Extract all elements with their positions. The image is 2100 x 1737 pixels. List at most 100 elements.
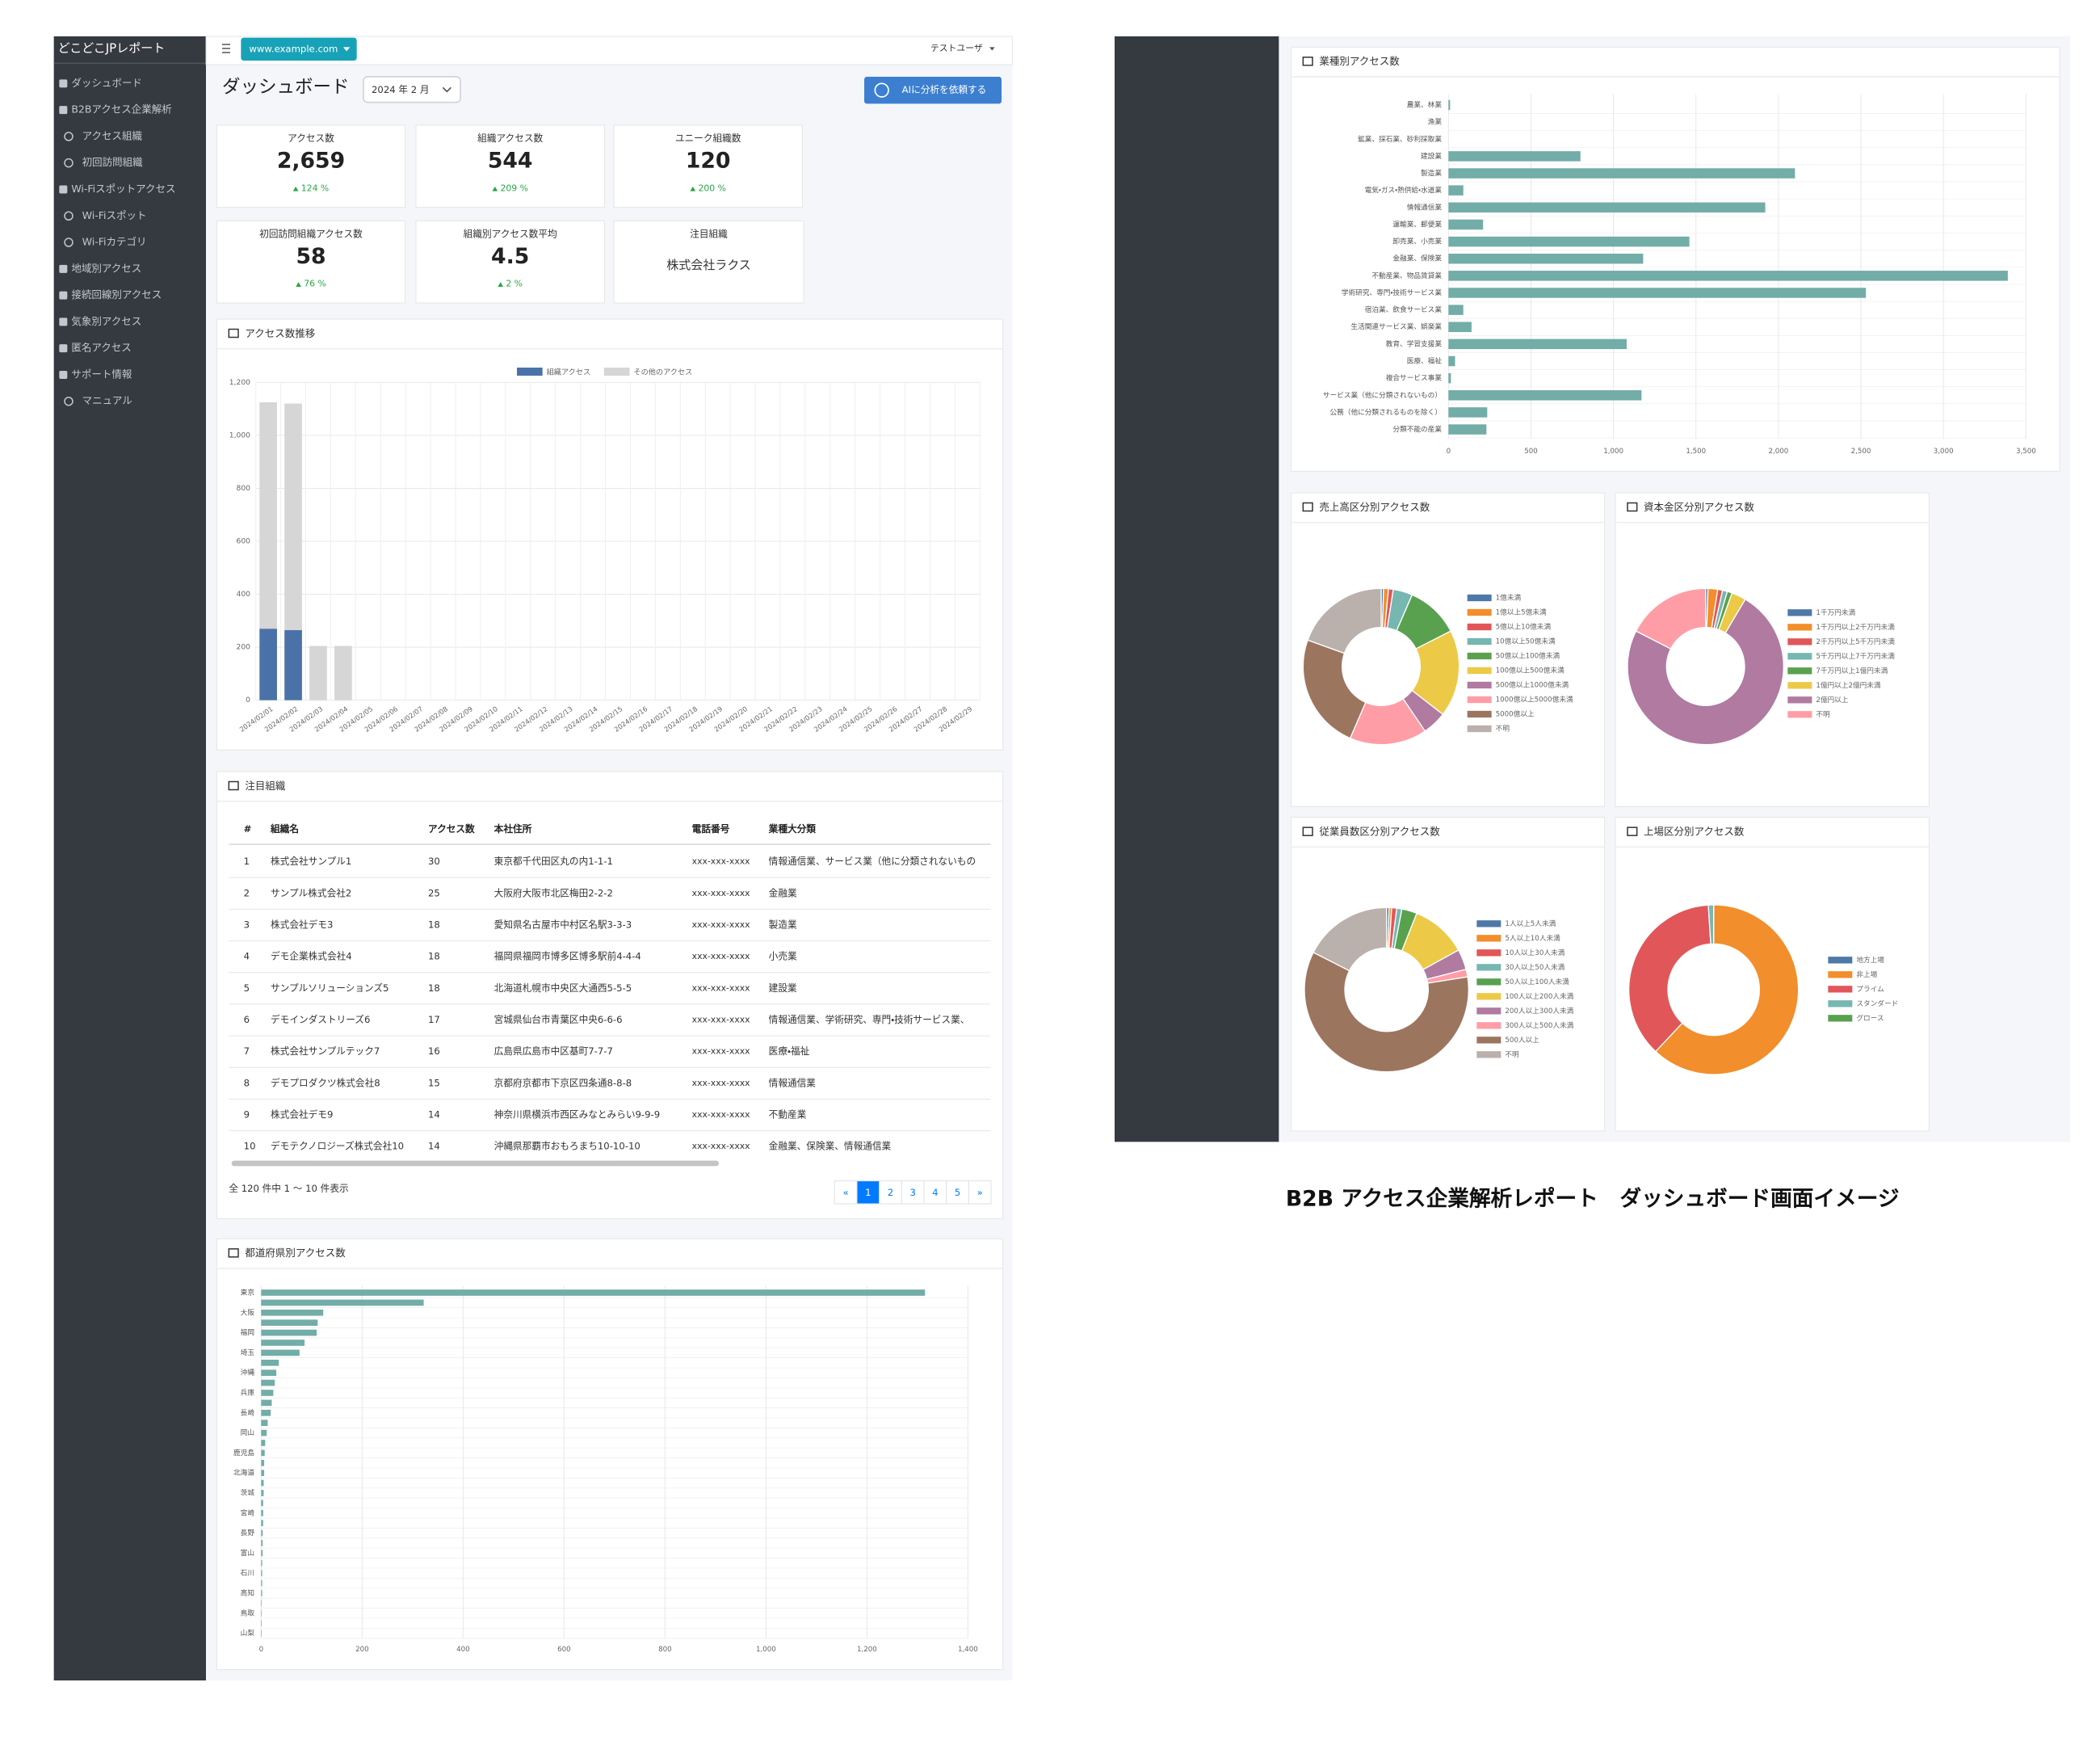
nav-item[interactable]: 初回訪問組織 bbox=[82, 156, 144, 168]
card-title: 都道府県別アクセス数 bbox=[245, 1247, 346, 1259]
up-triangle bbox=[292, 186, 299, 191]
nav-item[interactable]: 気象別アクセス bbox=[71, 315, 141, 327]
legend-label: 1千万円未満 bbox=[1816, 608, 1855, 617]
legend-swatch bbox=[1476, 964, 1502, 971]
page-label: 3 bbox=[909, 1187, 915, 1198]
table-cell: 情報通信業、学術研究、専門・技術サービス業、 bbox=[769, 1014, 970, 1025]
bar bbox=[261, 1299, 424, 1306]
legend-swatch bbox=[1476, 1051, 1502, 1058]
page-button[interactable] bbox=[856, 1180, 880, 1205]
y-tick-label: 農業、林業 bbox=[1407, 100, 1443, 110]
page-button[interactable] bbox=[968, 1180, 992, 1205]
bar bbox=[261, 1349, 300, 1356]
card-icon bbox=[1302, 826, 1313, 836]
bar-segment bbox=[284, 403, 302, 630]
bar bbox=[1448, 151, 1581, 162]
legend-label: 500人以上 bbox=[1505, 1036, 1539, 1045]
nav-item[interactable]: サポート情報 bbox=[71, 368, 132, 380]
legend-swatch bbox=[1787, 653, 1812, 660]
nav-icon bbox=[59, 291, 68, 300]
site-button[interactable] bbox=[241, 37, 357, 61]
card bbox=[216, 220, 406, 304]
y-tick-label: 分類不能の産業 bbox=[1392, 424, 1442, 434]
bar bbox=[261, 1369, 277, 1377]
legend-label: その他のアクセス bbox=[633, 367, 692, 376]
bar bbox=[1448, 322, 1472, 332]
nav-item[interactable]: アクセス組織 bbox=[82, 129, 143, 141]
right-sidebar bbox=[1115, 36, 1279, 1142]
bar bbox=[1448, 185, 1464, 196]
nav-item[interactable]: マニュアル bbox=[82, 394, 132, 406]
legend-swatch bbox=[1467, 667, 1492, 675]
nav-bullet bbox=[64, 132, 74, 141]
caret bbox=[442, 86, 452, 93]
nav-item[interactable]: 匿名アクセス bbox=[71, 342, 131, 354]
table-cell: 建設業 bbox=[769, 982, 797, 994]
table-cell: 5 bbox=[244, 982, 250, 994]
nav-item[interactable]: 接続回線別アクセス bbox=[71, 288, 162, 301]
legend-swatch bbox=[1476, 993, 1502, 1000]
site-label: www.example.com bbox=[249, 43, 338, 54]
x-tick-label: 1,000 bbox=[756, 1646, 776, 1654]
page-button[interactable] bbox=[901, 1180, 925, 1205]
card-icon bbox=[228, 328, 239, 339]
caption: B2B アクセス企業解析レポート ダッシュボード画面イメージ bbox=[1286, 1187, 1900, 1212]
legend-swatch bbox=[1787, 624, 1812, 631]
kpi-value: 58 bbox=[296, 244, 326, 269]
y-tick-label: 鹿児島 bbox=[233, 1448, 254, 1457]
table-cell: xxx-xxx-xxxx bbox=[692, 951, 750, 961]
page-button[interactable] bbox=[923, 1180, 947, 1205]
table-cell: 広島県広島市中区基町7-7-7 bbox=[494, 1045, 613, 1057]
legend-swatch bbox=[1467, 623, 1492, 631]
bar bbox=[261, 1550, 263, 1557]
table-cell: サンプルソリューションズ5 bbox=[271, 982, 388, 994]
donut-slice bbox=[1627, 598, 1784, 746]
x-tick-label: 500 bbox=[1524, 448, 1538, 456]
legend-swatch bbox=[1467, 696, 1492, 704]
nav-item[interactable]: ダッシュボード bbox=[71, 77, 142, 89]
y-tick-label: 0 bbox=[246, 696, 250, 704]
y-tick-label: 岡山 bbox=[241, 1428, 254, 1437]
legend-label: 不明 bbox=[1816, 710, 1830, 719]
card-title: 業種別アクセス数 bbox=[1319, 55, 1400, 67]
bar bbox=[261, 1620, 262, 1627]
y-tick-label: 複合サービス事業 bbox=[1386, 373, 1443, 383]
y-tick-label: 宮崎 bbox=[241, 1508, 255, 1517]
y-tick-label: 沖縄 bbox=[241, 1368, 255, 1377]
legend-swatch bbox=[603, 368, 630, 376]
table-cell: 株式会社サンプルテック7 bbox=[271, 1045, 380, 1057]
nav-item[interactable]: Wi-Fiスポットアクセス bbox=[71, 183, 175, 195]
bar bbox=[261, 1409, 271, 1416]
user-name[interactable]: テストユーザ bbox=[930, 43, 983, 53]
legend-label: 2千万円以上5千万円未満 bbox=[1816, 637, 1895, 646]
legend-label: プライム bbox=[1856, 985, 1884, 994]
card bbox=[216, 771, 1004, 1219]
y-tick-label: 大阪 bbox=[241, 1307, 255, 1317]
nav-bullet bbox=[64, 396, 74, 406]
table-cell: 17 bbox=[428, 1014, 440, 1025]
bar bbox=[1448, 355, 1455, 367]
ai-button[interactable] bbox=[864, 77, 1002, 104]
month-select[interactable] bbox=[363, 76, 461, 103]
nav-item[interactable]: Wi-Fiスポット bbox=[82, 209, 147, 221]
legend-label: 10億以上50億未満 bbox=[1496, 637, 1556, 646]
bar bbox=[261, 1359, 279, 1366]
bar bbox=[1448, 236, 1690, 247]
nav-item[interactable]: Wi-Fiカテゴリ bbox=[82, 236, 147, 248]
nav-item[interactable]: B2Bアクセス企業解析 bbox=[71, 103, 172, 116]
nav-item[interactable]: 地域別アクセス bbox=[71, 262, 141, 274]
page-button[interactable] bbox=[834, 1180, 858, 1205]
column-header: アクセス数 bbox=[428, 823, 475, 835]
card-icon bbox=[1627, 826, 1638, 836]
column-header: 組織名 bbox=[270, 823, 299, 835]
y-tick-label: 宿泊業、飲食サービス業 bbox=[1365, 305, 1443, 314]
legend-swatch bbox=[1787, 696, 1812, 704]
legend-swatch bbox=[1467, 710, 1492, 718]
legend-swatch bbox=[1828, 957, 1853, 964]
x-tick-label: 3,500 bbox=[2016, 448, 2036, 456]
y-tick-label: 情報通信業 bbox=[1407, 202, 1443, 212]
y-tick-label: 不動産業、物品賃貸業 bbox=[1371, 271, 1442, 280]
table-cell: xxx-xxx-xxxx bbox=[692, 1046, 750, 1057]
card-title: 資本金区分別アクセス数 bbox=[1644, 501, 1754, 513]
bar-segment bbox=[259, 402, 277, 629]
